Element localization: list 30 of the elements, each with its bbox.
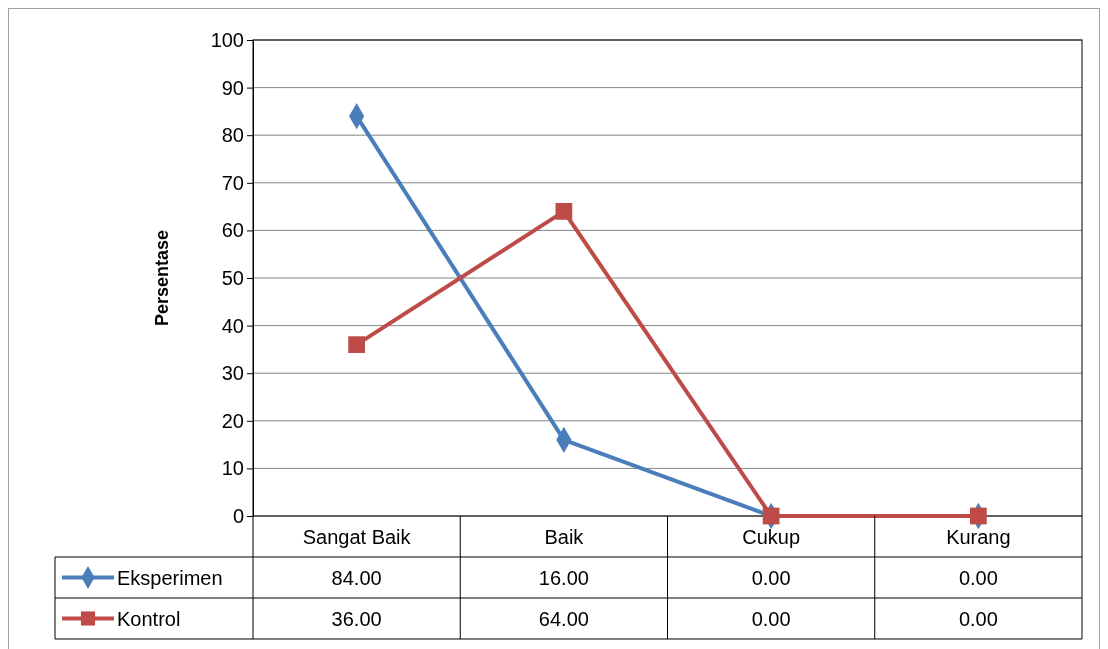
point: [762, 507, 780, 525]
y-tick-label: 80: [221, 124, 244, 147]
x-tick-label: Baik: [544, 525, 585, 548]
point: [348, 336, 365, 354]
point: [555, 202, 573, 220]
x-tick-label: Cukup: [742, 525, 801, 548]
data-label: 0.00: [958, 566, 998, 589]
x-tick-label: Sangat Baik: [302, 525, 412, 548]
y-tick-label: 70: [221, 171, 244, 194]
y-tick-label: 100: [210, 28, 244, 51]
y-tick-label: 30: [221, 362, 244, 385]
y-tick-label: 10: [221, 457, 244, 480]
y-tick-label: 60: [221, 219, 244, 242]
data-label: 16.00: [538, 566, 589, 589]
x-tick-label: Kurang: [946, 525, 1011, 548]
point: [970, 507, 987, 525]
y-tick-label: 90: [221, 76, 244, 99]
data-label: 36.00: [331, 607, 382, 630]
data-label: 84.00: [331, 566, 382, 589]
y-tick-label: 40: [221, 314, 244, 337]
data-label: 64.00: [538, 607, 589, 630]
y-axis-title: Persentase: [152, 229, 172, 327]
y-tick-label: 0: [232, 504, 244, 527]
y-tick-label: 20: [221, 409, 244, 432]
data-label: 0.00: [751, 566, 791, 589]
legend-label: Eksperimen: [117, 566, 223, 589]
data-label: 0.00: [958, 607, 998, 630]
data-label: 0.00: [751, 607, 791, 630]
legend-label: Kontrol: [117, 607, 181, 630]
y-tick-label: 50: [221, 266, 244, 289]
